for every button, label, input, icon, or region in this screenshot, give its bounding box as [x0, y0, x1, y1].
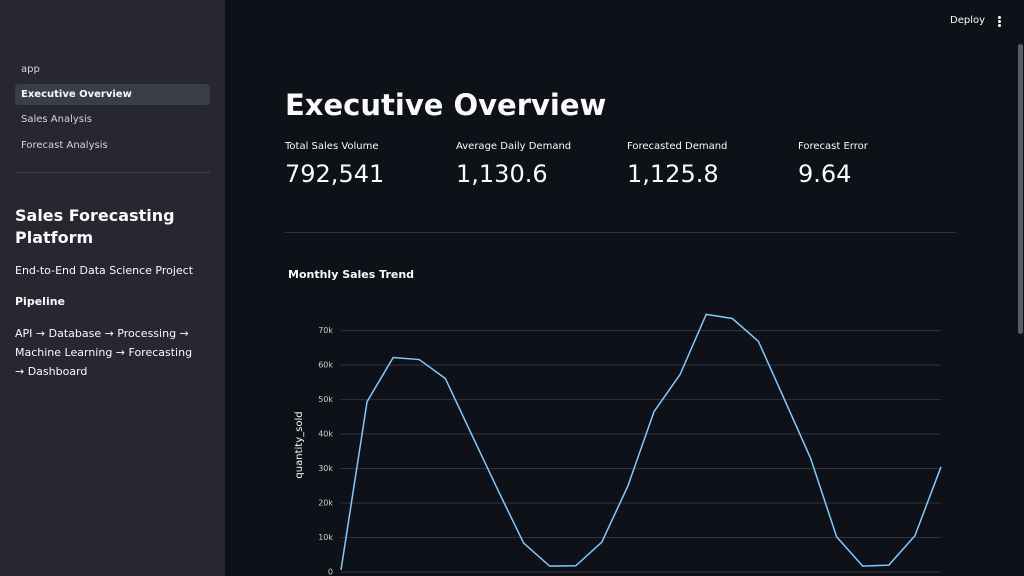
nav-item[interactable]: Sales Analysis — [21, 114, 92, 125]
chart-title: Monthly Sales Trend — [288, 268, 414, 281]
metric-value: 1,125.8 — [627, 160, 719, 188]
metric-value: 9.64 — [798, 160, 852, 188]
page-title: Executive Overview — [285, 88, 607, 122]
y-tick-label: 0 — [328, 568, 333, 576]
y-tick-label: 10k — [318, 533, 333, 542]
menu-icon[interactable] — [998, 16, 1002, 27]
nav-app[interactable]: app — [21, 64, 40, 75]
sidebar-subtitle: End-to-End Data Science Project — [15, 264, 194, 277]
nav-item[interactable]: Forecast Analysis — [21, 140, 108, 151]
line-series — [340, 313, 942, 571]
metric-label: Forecasted Demand — [627, 141, 728, 152]
y-tick-label: 60k — [318, 361, 333, 370]
pipeline-title: Pipeline — [15, 295, 65, 308]
deploy-button[interactable]: Deploy — [950, 15, 986, 26]
sidebar-heading: Sales Forecasting Platform — [15, 206, 175, 247]
y-axis-label: quantity_sold — [294, 411, 305, 478]
nav-item[interactable]: Executive Overview — [15, 84, 210, 105]
sidebar-divider — [15, 172, 210, 173]
pipeline-text: API → Database → Processing → Machine Le… — [15, 327, 193, 378]
scrollbar — [1018, 44, 1023, 334]
metric-label: Average Daily Demand — [456, 141, 572, 152]
y-tick-label: 70k — [318, 326, 333, 335]
metric-label: Total Sales Volume — [285, 141, 379, 152]
metric-label: Forecast Error — [798, 141, 868, 152]
y-tick-label: 30k — [318, 464, 333, 473]
y-tick-label: 50k — [318, 395, 333, 404]
y-tick-label: 20k — [318, 499, 333, 508]
y-tick-label: 40k — [318, 430, 333, 439]
metric-value: 792,541 — [285, 160, 385, 188]
sidebar: app Executive Overview Sales Analysis Forec… — [0, 0, 225, 576]
metric-value: 1,130.6 — [456, 160, 548, 188]
divider — [285, 232, 956, 233]
